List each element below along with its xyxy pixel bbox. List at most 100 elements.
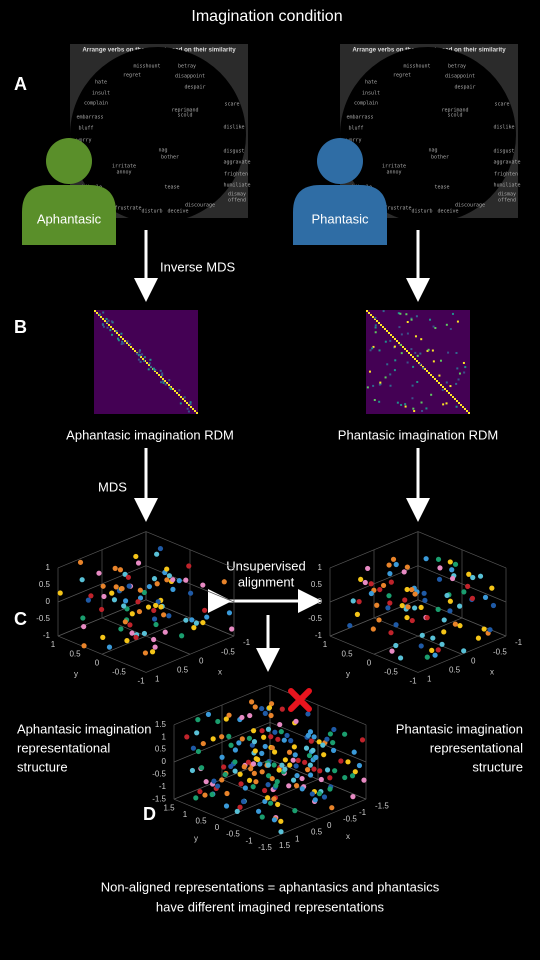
arena-word: dislike	[223, 125, 244, 131]
rdm-cell	[162, 381, 165, 384]
plot-grid	[329, 635, 419, 673]
rdm-cell	[406, 361, 409, 364]
arena-word: offend	[498, 198, 516, 204]
plot-point	[194, 730, 200, 736]
plot-point	[266, 705, 273, 711]
plot-point	[141, 630, 148, 637]
plot-point	[257, 761, 263, 767]
rdm-cell	[398, 342, 400, 344]
plot-point	[242, 785, 248, 791]
tick-label: -0.5	[308, 614, 322, 623]
plot-point	[141, 589, 147, 596]
plot-point	[295, 757, 301, 764]
rdm-cell	[447, 351, 450, 354]
structure-label: Phantasic imagination	[396, 721, 523, 736]
tick-label: 0	[46, 597, 51, 606]
tick-label: -0.5	[36, 614, 50, 623]
plot-point	[124, 638, 130, 644]
rdm-cell	[462, 361, 465, 364]
plot-point	[435, 647, 441, 653]
arena-word: bother	[161, 155, 179, 161]
rdm-cell	[170, 386, 172, 388]
plot-point	[345, 759, 351, 765]
plot-grid	[269, 798, 367, 840]
rdm-cell	[393, 345, 396, 348]
rdm-cell	[445, 381, 448, 384]
plot-point	[267, 800, 274, 806]
tick-label: -1	[515, 638, 523, 647]
rdm-label: Aphantasic imagination RDM	[66, 427, 234, 442]
plot-grid	[145, 531, 235, 569]
plot-point	[226, 733, 232, 740]
rdm-cell	[106, 326, 109, 329]
plot-point	[299, 775, 305, 782]
arrow-label: MDS	[98, 479, 127, 494]
axis-label: y	[346, 669, 350, 678]
axis-label: x	[490, 667, 494, 676]
plot-point	[129, 630, 135, 636]
person-head	[317, 138, 363, 184]
tick-label: -0.5	[384, 667, 398, 676]
tick-label: 1.5	[155, 720, 167, 729]
rdm-cell	[422, 366, 424, 368]
plot-point	[387, 571, 393, 577]
rdm-cell	[109, 329, 112, 332]
rdm-cell	[397, 312, 400, 315]
tick-label: -0.5	[493, 647, 507, 656]
plot-point	[158, 604, 164, 610]
tick-label: -1	[243, 638, 251, 647]
plot-point	[307, 729, 314, 735]
tick-label: 0.5	[177, 665, 189, 674]
plot-point	[271, 762, 277, 768]
rdm-cell	[427, 348, 430, 351]
rdm-cell	[466, 410, 468, 412]
plot-point	[351, 749, 357, 755]
plot-point	[368, 590, 374, 597]
plot-point	[385, 605, 391, 611]
rdm-cell	[456, 400, 458, 402]
plot-point	[330, 740, 336, 746]
plot-point	[271, 817, 278, 823]
rdm-cell	[124, 340, 126, 342]
plot-point	[327, 731, 334, 737]
plot-point	[226, 610, 233, 616]
plot-point	[316, 739, 322, 745]
rdm-cell	[164, 380, 166, 382]
plot-point	[229, 626, 235, 632]
arena-word: tease	[164, 185, 179, 191]
plot-point	[424, 615, 430, 621]
plot-point	[80, 615, 86, 621]
plot-point	[284, 732, 290, 739]
rdm-cell	[413, 410, 416, 413]
plot-point	[137, 595, 144, 601]
plot-point	[228, 763, 234, 770]
rdm-cell	[410, 354, 412, 356]
plot-point	[195, 748, 202, 755]
plot-point	[469, 595, 476, 601]
rdm-cell	[430, 374, 432, 376]
plot-point	[282, 757, 288, 763]
tick-label: 0.5	[341, 649, 353, 658]
plot-point	[318, 776, 324, 783]
plot-point	[125, 574, 131, 580]
arena-word: aggravate	[223, 160, 250, 166]
plot-point	[268, 734, 274, 740]
rdm-cell	[408, 352, 410, 354]
plot-point	[342, 774, 348, 781]
plot-point	[255, 756, 261, 763]
rdm-cell	[441, 389, 444, 392]
rdm-cell	[418, 362, 420, 364]
plot-point	[151, 576, 158, 582]
plot-point	[265, 762, 271, 768]
rdm-cell	[389, 384, 392, 387]
rdm-label: Phantasic imagination RDM	[338, 427, 498, 442]
plot-point	[186, 563, 192, 569]
rdm-cell	[189, 403, 192, 406]
plot-point	[441, 629, 447, 635]
plot-point	[293, 718, 299, 724]
rdm-cell	[411, 384, 414, 387]
plot-point	[118, 626, 124, 632]
rdm-cell	[382, 326, 384, 328]
plot-point	[88, 593, 94, 599]
rdm-cell	[120, 343, 123, 346]
